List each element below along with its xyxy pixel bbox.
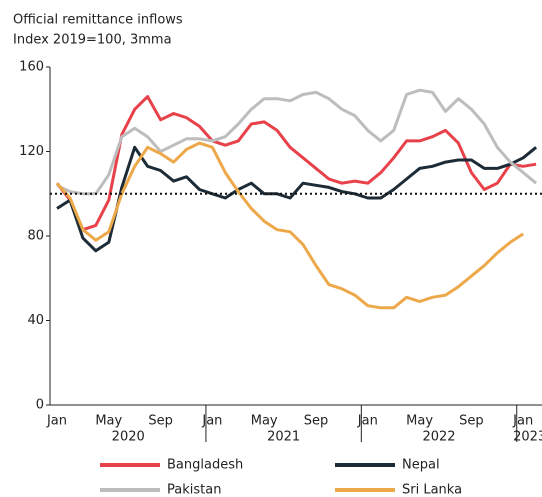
year-label: 2022 — [422, 430, 455, 445]
legend-label: Nepal — [402, 458, 440, 473]
series-line — [56, 88, 538, 196]
chart-subtitle: Index 2019=100, 3mma — [13, 33, 172, 48]
series-line — [56, 145, 538, 253]
chart-title: Official remittance inflows — [13, 13, 183, 28]
x-tick-label: May — [95, 414, 122, 429]
x-tick-label: May — [406, 414, 433, 429]
y-tick-label: 0 — [36, 398, 44, 413]
x-tick-label: Jan — [357, 414, 378, 429]
series-line — [55, 95, 537, 232]
plot-area — [55, 88, 538, 310]
x-tick-label: Jan — [512, 414, 533, 429]
legend-label: Pakistan — [167, 483, 221, 497]
y-tick-label: 120 — [19, 144, 44, 159]
year-label: 2020 — [112, 430, 145, 445]
x-tick-label: Sep — [148, 414, 173, 429]
y-tick-label: 80 — [27, 229, 44, 244]
y-tick-label: 160 — [19, 60, 44, 75]
legend-label: Sri Lanka — [402, 483, 462, 497]
year-label: 2023 — [513, 430, 542, 445]
x-tick-label: Jan — [201, 414, 222, 429]
series-line — [55, 141, 525, 310]
x-tick-label: Sep — [304, 414, 329, 429]
legend-label: Bangladesh — [167, 458, 243, 473]
year-label: 2021 — [267, 430, 300, 445]
x-tick-label: May — [251, 414, 278, 429]
x-tick-label: Jan — [46, 414, 67, 429]
x-tick-label: Sep — [459, 414, 484, 429]
y-tick-label: 40 — [27, 313, 44, 328]
